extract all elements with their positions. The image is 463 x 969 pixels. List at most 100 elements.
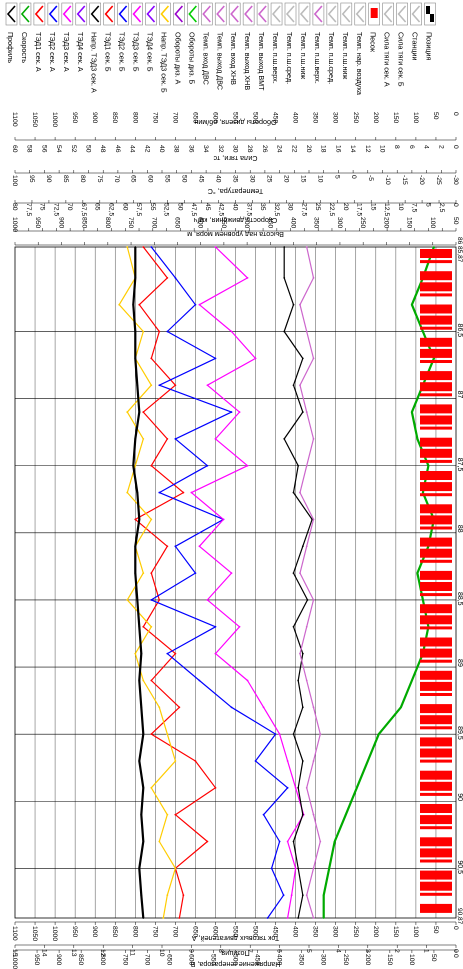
top-axis-label: Температура, °С [208,187,264,196]
bottom-axis-tick-label: 650 [191,926,198,938]
legend-swatch-line [48,5,58,23]
legend-swatch[interactable] [75,2,88,26]
sand-marker [420,537,452,547]
top-axis-tick-label: 900 [91,112,98,124]
top-axis-tick-label: 34 [202,145,209,153]
legend-swatch[interactable] [228,2,241,26]
legend-swatch[interactable] [354,2,367,26]
sand-marker [420,282,452,292]
legend-swatch[interactable] [47,2,60,26]
legend-swatch[interactable] [326,2,339,26]
legend-label: ТЭД1 сек. Б [104,32,113,72]
distance-tick-label: 90,5 [456,860,463,874]
top-axis-tick-label: 90 [45,175,52,183]
legend-swatch[interactable] [117,2,129,26]
top-axis-tick-label: 350 [312,112,319,124]
series-point [126,491,129,494]
legend-swatch[interactable] [5,2,18,26]
legend-swatch[interactable] [284,2,297,26]
top-axis-tick-label: 28 [246,145,253,153]
series-point [312,357,315,360]
series-point [299,303,301,306]
legend-swatch[interactable] [382,2,394,26]
legend-swatch-line [355,5,365,23]
legend-swatch[interactable] [270,2,283,26]
legend-swatch[interactable] [33,2,46,26]
top-axis-tick-label: 150 [406,217,413,229]
bottom-axis-tick-label: 3 [364,949,371,953]
legend-label: Обороты диз. А [173,32,182,84]
legend-swatch-line [132,5,142,23]
legend-swatch-line [6,5,16,23]
legend-swatch[interactable] [298,2,311,26]
series-point [301,411,304,413]
legend-swatch[interactable] [145,2,157,26]
sand-marker [420,648,452,658]
top-axis-tick-label: 36 [187,145,194,153]
legend-swatch[interactable] [61,2,74,26]
sand-marker [420,348,452,358]
top-axis-tick-label: 14 [349,145,356,153]
top-axis-tick-label: 300 [332,112,339,124]
series-point [312,518,315,521]
legend-swatch[interactable] [201,2,213,26]
legend-label: Темп. п.ш.верх. [313,32,322,84]
legend-swatch-line [118,5,128,23]
bottom-axis-tick-label: 1050 [31,926,38,941]
legend-swatch[interactable] [410,2,422,26]
series-point [166,733,169,736]
sand-marker [420,382,452,392]
sand-marker [420,892,452,896]
legend-swatch[interactable] [396,2,408,26]
series-point [166,438,169,440]
top-axis-tick-label: 60 [147,175,154,183]
legend-label: Темп. выход ХНВ [243,32,252,90]
series-point [194,303,197,306]
legend-swatch[interactable] [187,2,199,26]
sand-marker [420,770,452,780]
series-point [166,545,169,548]
legend-swatch[interactable] [340,2,353,26]
distance-tick-label: 87 [456,391,463,399]
bottom-axis-tick-label: 9 [187,949,194,953]
top-axis-tick-label: 10 [316,175,323,183]
legend-swatch-line [20,5,30,23]
legend-swatch[interactable] [131,2,143,26]
top-axis-tick-label: 600 [197,217,204,229]
legend-swatch[interactable] [103,2,115,26]
legend-swatch[interactable] [214,2,227,26]
legend-swatch[interactable] [159,2,171,26]
series-point [214,438,217,440]
legend-swatch[interactable] [256,2,269,26]
series-point [142,330,145,333]
legend-swatch[interactable] [173,2,185,26]
sand-marker [420,415,452,425]
bottom-axis-tick-label: 900 [91,926,98,938]
top-axis-tick-label: 0 [452,145,459,149]
legend-swatch[interactable] [89,2,101,26]
legend-swatch-line [383,5,393,23]
top-axis-tick-label: 20 [305,145,312,153]
top-axis-tick-label: 150 [392,112,399,124]
series-point [283,438,286,440]
series-point [299,652,301,655]
series-point [416,438,419,440]
series-point [134,464,137,467]
bottom-axis-tick-label: 0 [452,954,459,958]
top-axis-tick-label: 57,5 [135,203,142,216]
bottom-axis-tick-label: 2 [393,949,400,953]
sand-marker [420,726,452,730]
top-axis-tick-label: 48 [99,145,106,153]
series-point [150,384,153,387]
legend-swatch[interactable] [242,2,255,26]
legend-swatch-fill [426,6,430,14]
top-axis-tick-label: 47,5 [190,203,197,216]
bottom-axis-tick-label: 600 [187,954,194,966]
legend-swatch-line [160,5,170,23]
bottom-axis-tick-label: 150 [386,954,393,966]
sand-marker [420,260,452,264]
legend-swatch[interactable] [19,2,32,26]
top-axis-tick-label: 44 [129,145,136,153]
series-point [178,706,181,709]
legend-swatch[interactable] [312,2,325,26]
